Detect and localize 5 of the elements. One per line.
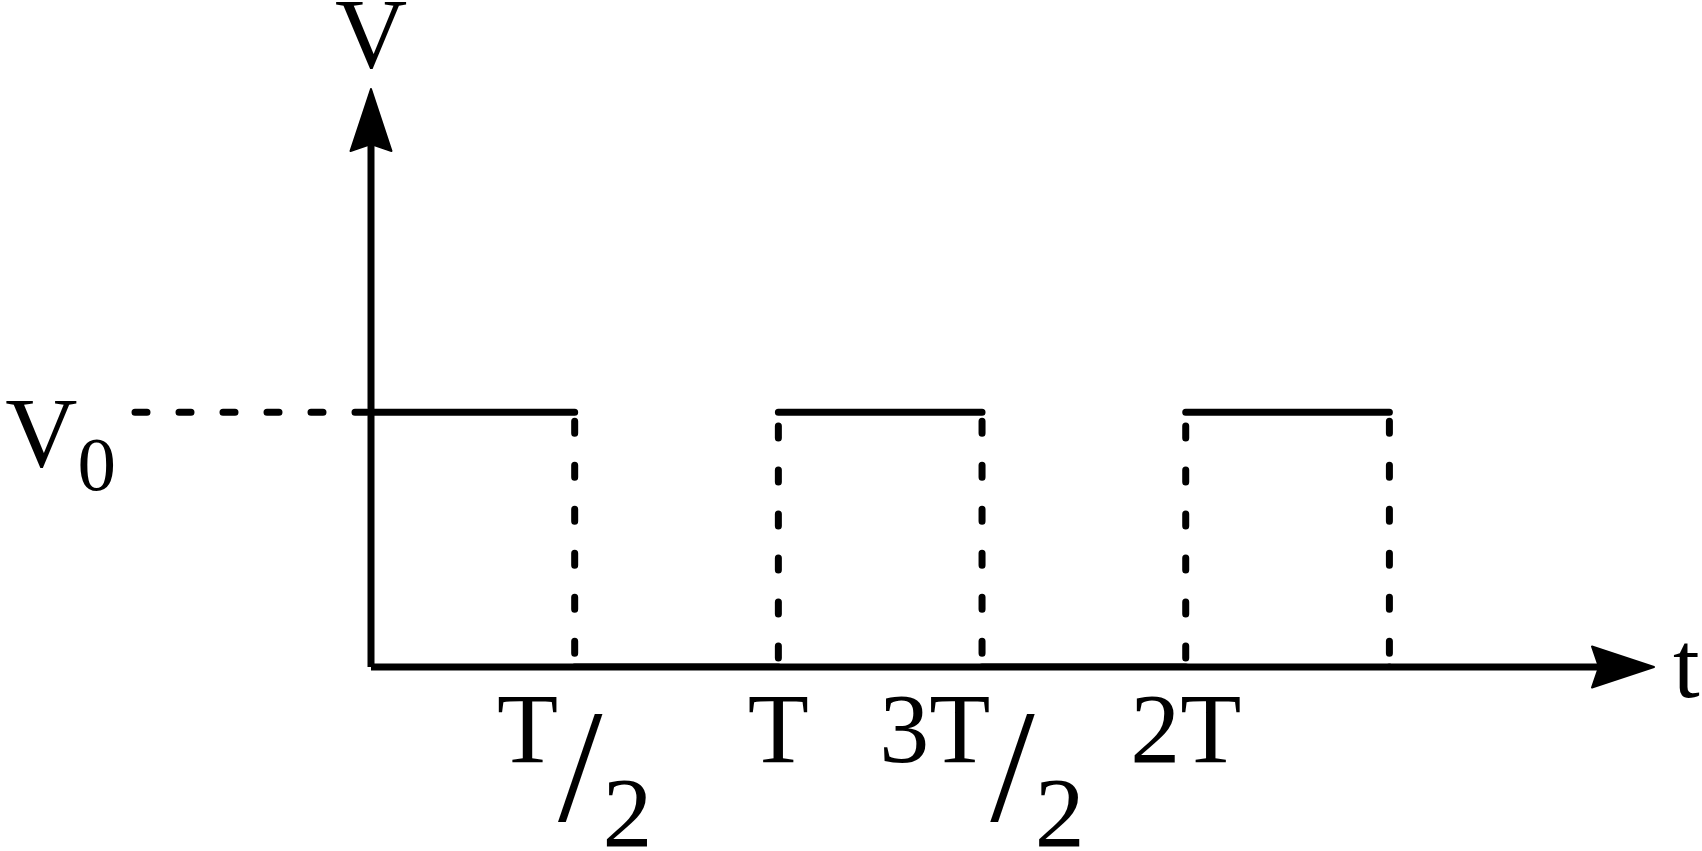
y-axis-title: V — [334, 0, 408, 89]
x-axis-title: t — [1673, 611, 1700, 718]
x-tick-label: 2T — [1130, 673, 1242, 784]
x-tick-label: T — [747, 673, 809, 784]
text: V$_{0}$ — [5, 377, 116, 508]
